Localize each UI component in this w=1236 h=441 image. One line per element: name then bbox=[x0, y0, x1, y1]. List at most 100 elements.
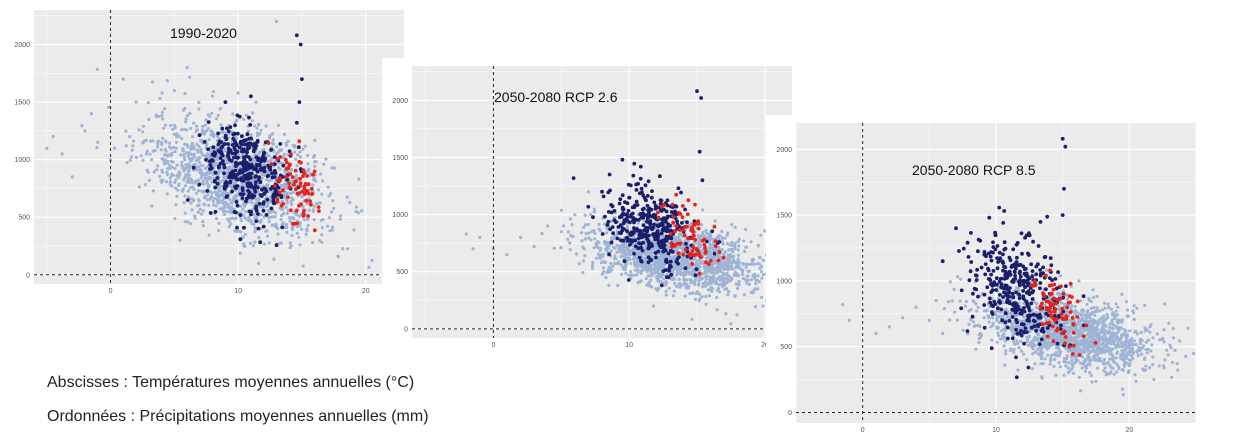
data-point bbox=[306, 223, 310, 228]
data-point bbox=[195, 128, 199, 132]
data-point bbox=[177, 170, 182, 174]
data-point bbox=[244, 210, 248, 214]
series-point bbox=[234, 200, 239, 204]
data-point bbox=[519, 235, 523, 239]
data-point bbox=[196, 204, 200, 208]
data-point bbox=[586, 190, 590, 194]
data-point bbox=[615, 261, 619, 266]
data-point bbox=[722, 267, 726, 271]
data-point bbox=[595, 256, 599, 260]
series-point bbox=[222, 142, 227, 147]
series-point bbox=[222, 171, 226, 176]
data-point bbox=[243, 233, 247, 237]
data-point bbox=[181, 149, 185, 153]
data-point bbox=[184, 120, 188, 124]
data-point bbox=[746, 278, 750, 282]
data-point bbox=[145, 149, 149, 153]
series-point bbox=[215, 182, 220, 186]
data-point bbox=[727, 259, 731, 263]
data-point bbox=[190, 145, 194, 150]
data-point bbox=[307, 167, 311, 171]
series-point bbox=[629, 212, 633, 217]
data-point bbox=[199, 212, 204, 216]
data-point bbox=[577, 262, 581, 266]
data-point bbox=[589, 230, 594, 234]
series-point bbox=[699, 255, 703, 260]
data-point bbox=[1115, 351, 1119, 355]
data-point bbox=[715, 282, 719, 286]
series-point bbox=[213, 170, 218, 175]
data-point bbox=[80, 124, 84, 128]
data-point bbox=[288, 219, 292, 223]
data-point bbox=[185, 151, 189, 155]
data-point bbox=[697, 236, 701, 240]
series-point bbox=[251, 149, 256, 154]
data-point bbox=[155, 168, 159, 172]
data-point bbox=[1046, 353, 1050, 357]
series-point bbox=[637, 255, 642, 260]
data-point bbox=[608, 270, 612, 274]
series-point bbox=[245, 150, 250, 155]
series-point bbox=[246, 188, 251, 193]
y-tick-label: 1500 bbox=[392, 155, 408, 162]
series-point bbox=[683, 247, 688, 252]
data-point bbox=[295, 164, 299, 168]
series-point bbox=[310, 192, 315, 196]
series-point bbox=[695, 220, 699, 225]
data-point bbox=[230, 216, 235, 220]
data-point bbox=[251, 244, 255, 248]
series-point bbox=[287, 185, 292, 190]
series-point bbox=[712, 251, 717, 256]
series-point bbox=[230, 151, 235, 156]
data-point bbox=[1043, 357, 1047, 361]
series-point bbox=[197, 182, 202, 187]
series-point bbox=[631, 216, 636, 220]
data-point bbox=[1067, 361, 1071, 365]
data-point bbox=[1148, 366, 1152, 370]
series-point bbox=[669, 272, 674, 277]
y-tick-label: 1000 bbox=[392, 212, 408, 219]
data-point bbox=[177, 134, 181, 139]
series-point bbox=[237, 145, 242, 150]
series-point bbox=[571, 176, 576, 180]
data-point bbox=[570, 234, 574, 239]
data-point bbox=[974, 347, 978, 351]
data-point bbox=[199, 176, 203, 180]
series-point bbox=[661, 240, 666, 245]
data-point bbox=[1003, 363, 1007, 367]
series-point bbox=[249, 94, 253, 99]
data-point bbox=[265, 204, 269, 209]
series-point bbox=[236, 177, 241, 182]
series-point bbox=[243, 161, 248, 166]
data-point bbox=[163, 162, 167, 166]
data-point bbox=[650, 285, 654, 289]
data-point bbox=[628, 253, 632, 257]
data-point bbox=[709, 234, 713, 238]
data-point bbox=[1020, 349, 1024, 353]
data-point bbox=[312, 204, 316, 208]
data-point bbox=[203, 166, 208, 170]
data-point bbox=[1121, 393, 1125, 397]
data-point bbox=[150, 80, 155, 84]
data-point bbox=[301, 205, 305, 209]
series-point bbox=[283, 157, 288, 162]
data-point bbox=[673, 281, 677, 285]
data-point bbox=[1163, 358, 1167, 362]
data-point bbox=[168, 167, 172, 171]
data-point bbox=[1123, 328, 1127, 332]
data-point bbox=[204, 176, 208, 180]
series-point bbox=[316, 205, 321, 210]
series-point bbox=[294, 208, 299, 213]
data-point bbox=[278, 167, 282, 171]
data-point bbox=[258, 150, 262, 154]
data-point bbox=[673, 277, 677, 281]
data-point bbox=[207, 184, 211, 188]
data-point bbox=[601, 254, 605, 258]
data-point bbox=[1004, 349, 1008, 353]
data-point bbox=[300, 195, 304, 199]
data-point bbox=[183, 194, 187, 198]
data-point bbox=[218, 107, 222, 111]
series-point bbox=[254, 174, 258, 178]
data-point bbox=[700, 276, 705, 280]
